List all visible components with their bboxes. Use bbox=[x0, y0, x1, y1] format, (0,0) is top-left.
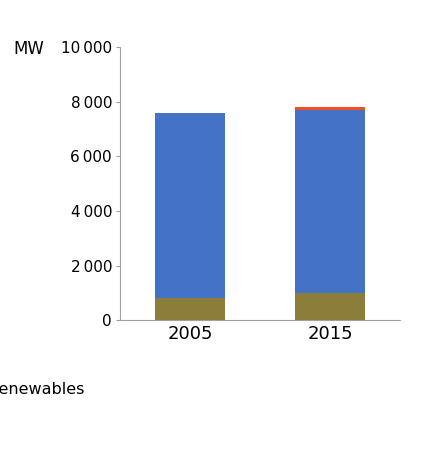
Bar bbox=[155, 299, 225, 320]
Bar bbox=[155, 113, 225, 299]
Bar bbox=[295, 107, 365, 110]
Bar bbox=[295, 292, 365, 320]
Text: MW: MW bbox=[13, 40, 44, 58]
Bar bbox=[295, 110, 365, 292]
Legend: Non-hydro renewables, Hydro, Oil, Natural gas: Non-hydro renewables, Hydro, Oil, Natura… bbox=[0, 375, 91, 471]
